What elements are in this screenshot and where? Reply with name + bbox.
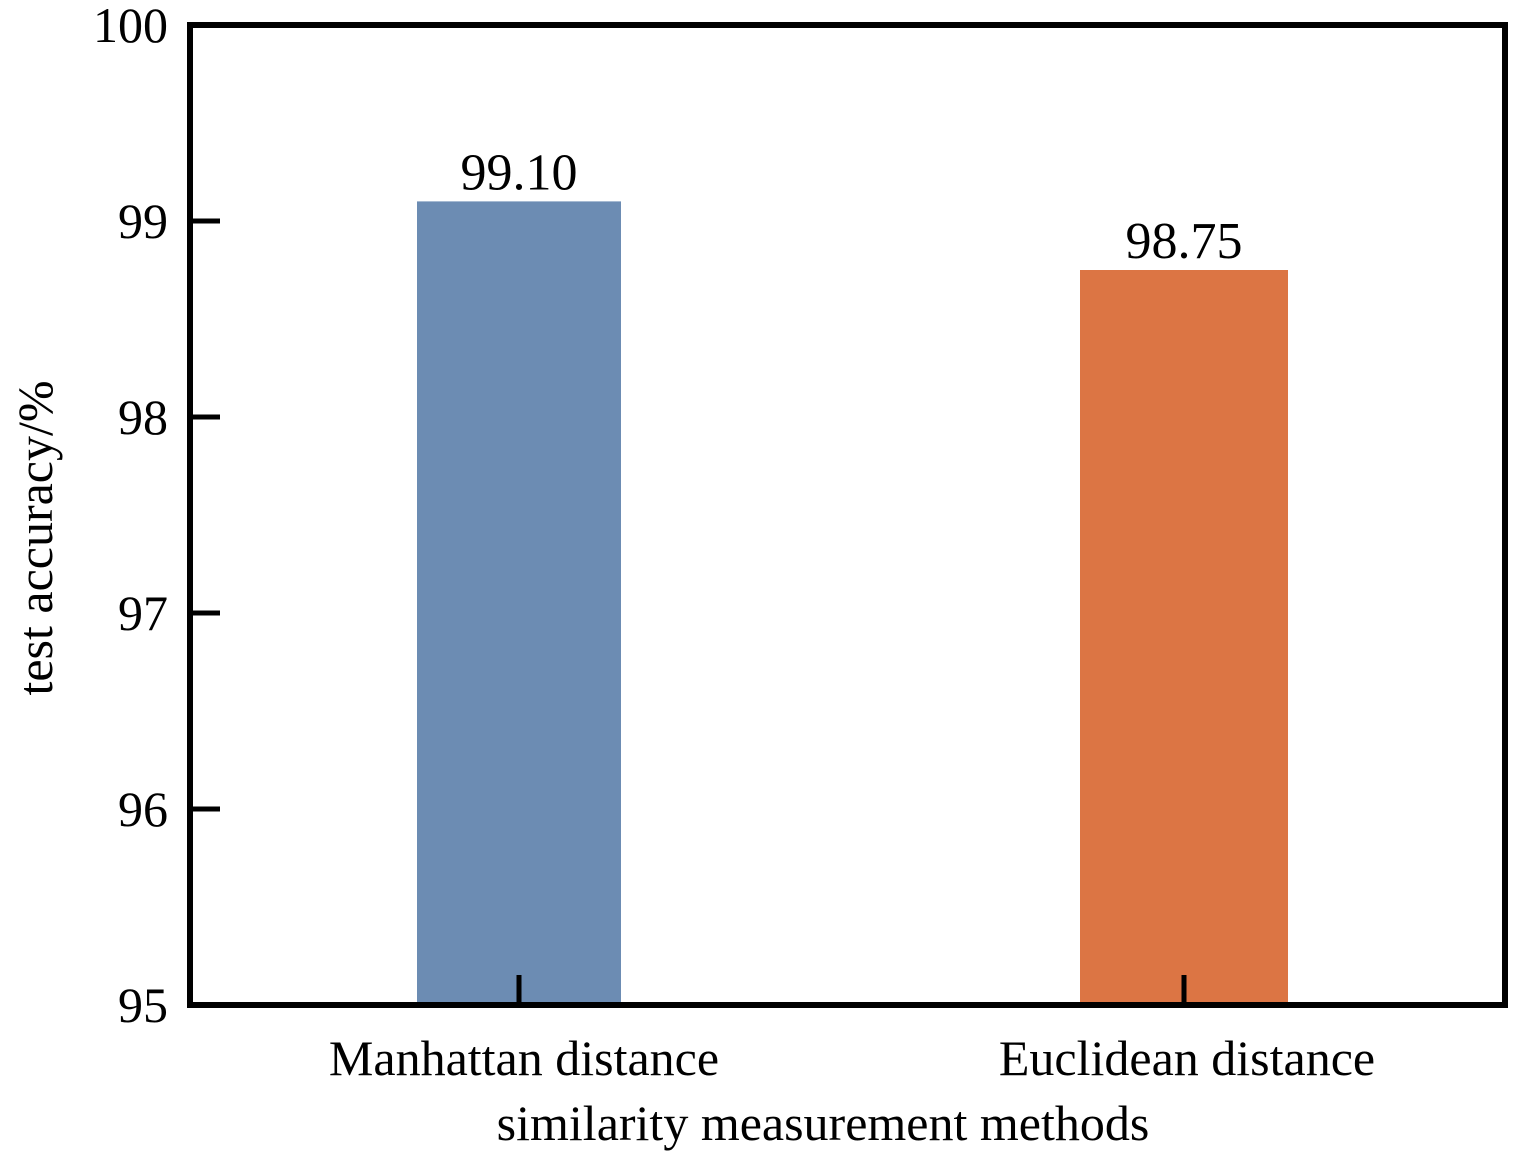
bars-layer: [417, 201, 1288, 1005]
y-tick-label: 96: [118, 781, 168, 837]
y-tick-label: 100: [93, 0, 168, 53]
bar-manhattan-distance: [417, 201, 621, 1005]
y-tick-label: 98: [118, 389, 168, 445]
bar-value-label: 98.75: [1126, 213, 1243, 270]
y-tick-label: 97: [118, 585, 168, 641]
data-labels-layer: 99.10 98.75: [461, 144, 1243, 270]
x-category-label: Manhattan distance: [329, 1030, 719, 1086]
x-axis-ticks: Manhattan distance Euclidean distance: [329, 975, 1375, 1086]
bar-euclidean-distance: [1080, 270, 1288, 1005]
plot-frame: [187, 22, 1508, 1008]
x-axis-title: similarity measurement methods: [497, 1095, 1150, 1151]
y-tick-label: 95: [118, 977, 168, 1033]
y-tick-label: 99: [118, 193, 168, 249]
y-axis-title: test accuracy/%: [7, 380, 63, 695]
x-category-label: Euclidean distance: [999, 1030, 1375, 1086]
y-axis-ticks: 95 96 97 98 99 100: [93, 0, 220, 1033]
bar-value-label: 99.10: [461, 144, 578, 201]
